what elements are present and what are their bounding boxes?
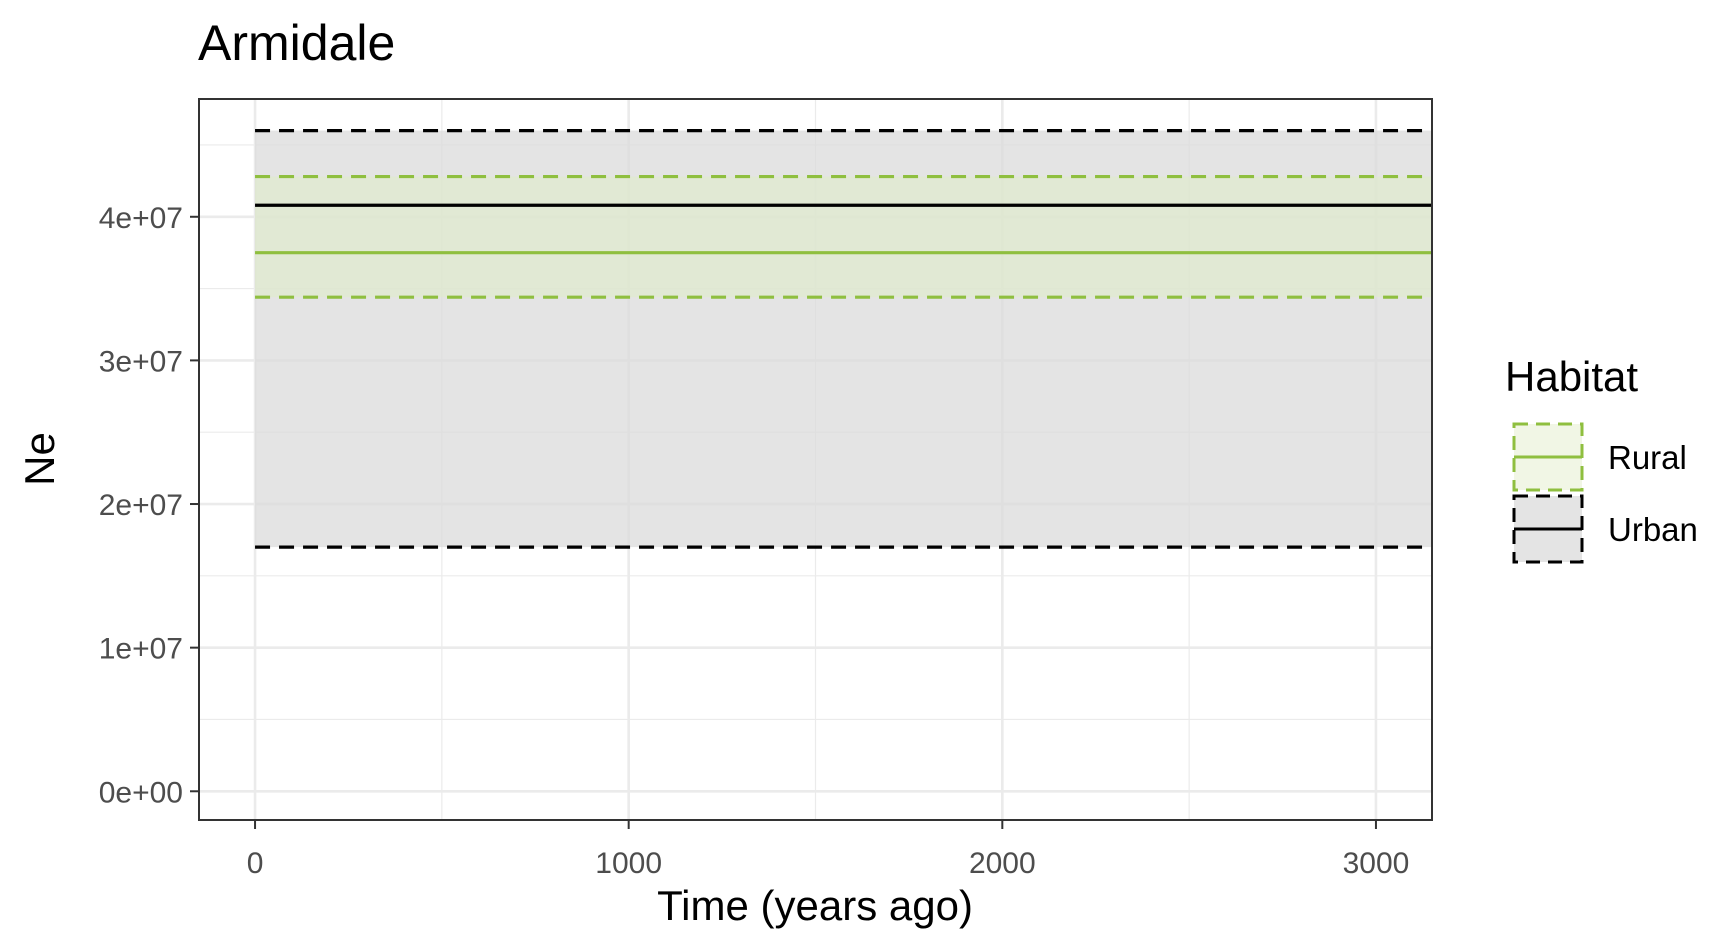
x-tick-label: 1000 (595, 847, 662, 880)
y-tick-label: 1e+07 (99, 633, 183, 666)
y-tick-label: 0e+00 (99, 776, 183, 809)
legend-item-rural: Rural (1512, 422, 1687, 492)
legend-label-urban: Urban (1608, 511, 1698, 548)
confidence-ribbons (255, 130, 1433, 548)
rural-ribbon (255, 176, 1433, 298)
x-axis-title: Time (years ago) (657, 882, 973, 929)
legend-item-urban: Urban (1512, 494, 1698, 564)
plot-panel-border (198, 98, 1433, 821)
series-lines (255, 128, 1432, 549)
x-tick-label: 0 (247, 847, 264, 880)
y-axis: 0e+00 1e+07 2e+07 3e+07 4e+07 (99, 202, 199, 809)
legend: Habitat Rural Urban (1505, 353, 1698, 564)
x-tick-label: 2000 (969, 847, 1036, 880)
chart-title: Armidale (198, 15, 395, 71)
legend-title: Habitat (1505, 353, 1638, 400)
x-tick-label: 3000 (1343, 847, 1410, 880)
y-axis-title: Ne (16, 432, 63, 486)
y-tick-label: 3e+07 (99, 345, 183, 378)
legend-label-rural: Rural (1608, 439, 1687, 476)
y-tick-label: 2e+07 (99, 489, 183, 522)
y-tick-label: 4e+07 (99, 202, 183, 235)
x-axis: 0 1000 2000 3000 (247, 820, 1410, 880)
